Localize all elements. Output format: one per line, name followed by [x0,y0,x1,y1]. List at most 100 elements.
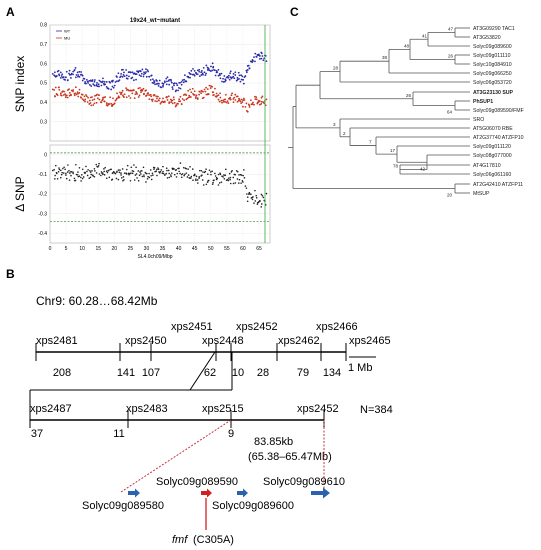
delta-point [80,176,82,179]
delta-point [136,177,138,179]
marker-xps2483: xps2483 [126,403,168,415]
wt-point [165,77,168,80]
wt-point [145,71,147,73]
delta-point [159,170,162,173]
wt-point [98,79,101,82]
recombinant-count: 134 [323,367,341,379]
tree-leaf-solyc09g011120: Solyc09g011120 [473,144,511,150]
wt-point [76,71,79,74]
mu-point [77,92,79,95]
wt-point [118,79,121,82]
delta-point [67,164,69,166]
mu-point [238,99,241,101]
wt-point [265,60,268,63]
x-tick-label: 5 [65,246,68,252]
wt-point [210,65,212,68]
delta-point [152,174,154,176]
mu-point [84,100,86,103]
wt-point [183,78,186,81]
delta-point [207,179,210,182]
delta-point [165,172,168,175]
delta-point [175,176,178,178]
mu-point [231,92,233,95]
delta-point [193,173,196,176]
wt-point [81,74,84,77]
delta-point [119,169,121,171]
wt-point [144,72,147,75]
marker-xps2487: xps2487 [30,403,72,415]
delta-point [65,174,67,176]
delta-point [179,162,182,164]
wt-point [58,74,61,77]
mu-point [70,89,73,92]
mu-point [64,96,67,99]
delta-point [240,182,242,184]
delta-point [209,171,212,173]
delta-point [120,172,122,174]
tree-leaf-solyc09g089590_fmf: Solyc09g089590/FMF [473,108,524,114]
delta-point [106,171,109,174]
bottom-y-tick-label: -0.2 [38,192,47,198]
delta-point [185,172,188,174]
delta-point [250,193,252,196]
mu-point [244,106,247,108]
delta-point [236,170,239,173]
delta-point [143,174,145,176]
wt-point [88,79,91,82]
delta-point [193,174,196,177]
tree-leaf-at2g37740_atzfp10: AT2G37740 ATZFP10 [473,135,524,141]
wt-point [145,68,147,71]
bootstrap-value: 26 [406,93,412,98]
wt-point [116,80,118,83]
delta-point [240,174,243,176]
mu-point [64,93,67,96]
mu-point [92,104,95,106]
wt-point [103,80,106,83]
delta-point [162,170,164,173]
delta-point [245,187,248,189]
wt-point [135,73,138,75]
delta-point [213,179,215,181]
mu-point [219,96,222,99]
delta-point [103,170,105,173]
wt-point [86,79,88,81]
wt-point [65,70,68,73]
mu-point [179,95,182,98]
delta-point [195,179,197,182]
delta-point [173,173,176,176]
mu-point [151,98,154,101]
wt-point [153,81,156,83]
delta-point [56,172,58,175]
bottom-y-tick-labels: 0 -0.1 -0.2 -0.3 -0.4 [38,153,47,237]
mu-point [162,97,164,100]
delta-point [60,169,62,172]
mu-point [155,95,158,98]
wt-point [189,73,192,76]
delta-point [236,178,239,180]
delta-point [133,179,136,181]
marker-xps2462: xps2462 [278,335,320,347]
delta-point [93,175,96,178]
mu-point [103,100,106,103]
delta-point [84,171,86,174]
wt-point [116,76,118,78]
mu-point [179,100,182,103]
delta-point [81,177,84,180]
bottom-y-axis-title: Δ SNP [13,176,27,211]
wt-point [64,79,67,81]
mu-point [70,94,72,97]
delta-point [142,166,145,169]
delta-point [135,166,137,169]
mu-point [125,96,128,99]
chromosome-interval-label: Chr9: 60.28…68.42Mb [36,294,158,308]
wt-point [140,72,143,75]
wt-point [98,85,100,88]
wt-point [189,76,191,79]
delta-point [201,174,203,177]
delta-point [102,172,104,174]
mu-point [234,99,237,101]
wt-point [77,74,80,76]
wt-point [260,52,263,55]
fine-markers: xps2487 xps2483 xps2515 xps2452 37 11 9 [29,403,339,440]
wt-point [219,77,222,80]
